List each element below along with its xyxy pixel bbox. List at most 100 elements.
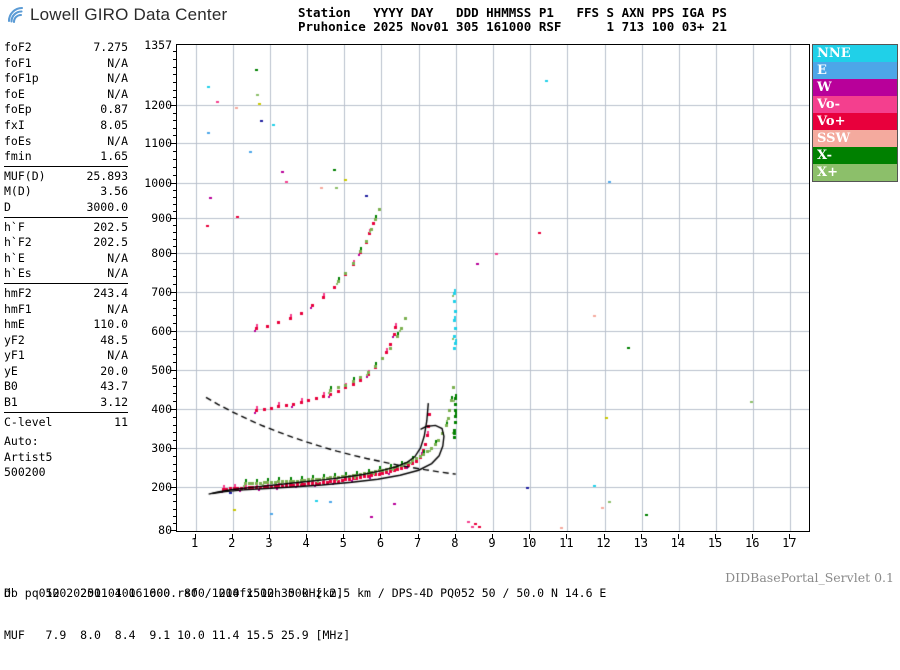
x-axis-tick bbox=[380, 534, 382, 539]
param-value: 43.7 bbox=[100, 379, 128, 394]
param-group: h`F 202.5 h`F2 202.5 h`E N/A h`Es N/A bbox=[4, 220, 128, 284]
y-axis-tick-label: 700 bbox=[151, 285, 172, 299]
polarization-legend[interactable]: NNE E W Vo- Vo+ SSW X- X+ bbox=[812, 44, 898, 182]
x-axis-tick-label: 14 bbox=[670, 536, 686, 550]
legend-item-ssw[interactable]: SSW bbox=[813, 130, 897, 147]
x-axis-tick bbox=[306, 534, 308, 539]
param-row: hmE 110.0 bbox=[4, 317, 128, 333]
param-row: foF1p N/A bbox=[4, 71, 128, 87]
param-row: h`E N/A bbox=[4, 251, 128, 267]
y-axis-labels: 80 200 300 400 500 600 700 800 900 1000 1100 1200 13… bbox=[128, 38, 172, 537]
y-axis-tick bbox=[173, 479, 176, 481]
param-name: M(D) bbox=[4, 184, 32, 199]
param-name: yE bbox=[4, 363, 18, 378]
y-axis-tick-label: 300 bbox=[151, 441, 172, 455]
y-axis-tick-label: 80 bbox=[158, 523, 172, 537]
autoscaler-line: Artist5 bbox=[4, 449, 53, 464]
param-row: D 3000.0 bbox=[4, 200, 128, 216]
legend-item-nne[interactable]: NNE bbox=[813, 45, 897, 62]
x-axis-tick-label: 10 bbox=[521, 536, 537, 550]
param-row: foEs N/A bbox=[4, 134, 128, 150]
param-row: hmF1 N/A bbox=[4, 302, 128, 318]
y-axis-tick bbox=[173, 276, 176, 278]
y-axis-tick bbox=[173, 299, 176, 301]
y-axis-tick bbox=[170, 331, 176, 332]
y-axis-tick bbox=[173, 424, 176, 426]
y-axis-tick-label: 400 bbox=[151, 402, 172, 416]
y-axis-tick bbox=[173, 74, 176, 76]
legend-item-vo[interactable]: Vo+ bbox=[813, 113, 897, 130]
y-axis-tick bbox=[173, 508, 176, 510]
y-axis-tick bbox=[173, 232, 176, 233]
y-axis-tick bbox=[173, 362, 176, 364]
param-value: 48.5 bbox=[100, 332, 128, 347]
y-axis-tick bbox=[170, 253, 176, 254]
param-name: yF2 bbox=[4, 332, 25, 347]
muf-d-row: D 100 200 400 600 800 1000 1500 3000 [km… bbox=[4, 586, 344, 600]
x-axis-tick-label: 12 bbox=[596, 536, 611, 550]
legend-item-vo[interactable]: Vo- bbox=[813, 96, 897, 113]
y-axis-tick bbox=[170, 143, 176, 144]
y-axis-tick-label: 1357 bbox=[144, 38, 172, 52]
param-name: h`Es bbox=[4, 266, 32, 281]
param-row: foF1 N/A bbox=[4, 56, 128, 72]
param-row: hmF2 243.4 bbox=[4, 286, 128, 302]
y-axis-tick bbox=[173, 346, 176, 348]
param-row: h`F2 202.5 bbox=[4, 235, 128, 251]
param-value: 20.0 bbox=[100, 363, 128, 378]
param-name: foEp bbox=[4, 102, 32, 117]
y-axis-tick bbox=[170, 292, 176, 293]
y-axis-tick-label: 200 bbox=[151, 480, 172, 494]
y-axis-tick bbox=[173, 440, 176, 442]
param-value: N/A bbox=[107, 55, 128, 70]
param-name: hmF1 bbox=[4, 301, 32, 316]
param-row: C-level 11 bbox=[4, 415, 128, 431]
y-axis-tick bbox=[173, 401, 176, 403]
y-axis-tick-label: 500 bbox=[151, 363, 172, 377]
ionogram-plot[interactable] bbox=[176, 44, 810, 532]
param-name: foF2 bbox=[4, 40, 32, 54]
y-axis-tick bbox=[173, 59, 176, 61]
param-group: hmF2 243.4 hmF1 N/A hmE 110.0 yF2 48.5 yF1 N/A yE 2… bbox=[4, 286, 128, 413]
x-axis-tick-label: 13 bbox=[633, 536, 648, 550]
param-row: yE 20.0 bbox=[4, 364, 128, 380]
param-row: yF2 48.5 bbox=[4, 333, 128, 349]
param-name: hmE bbox=[4, 317, 25, 332]
param-value: N/A bbox=[107, 133, 128, 148]
legend-item-w[interactable]: W bbox=[813, 79, 897, 96]
param-value: N/A bbox=[107, 301, 128, 316]
legend-item-x[interactable]: X- bbox=[813, 147, 897, 164]
x-axis-tick bbox=[789, 534, 791, 539]
y-axis-tick bbox=[173, 97, 176, 99]
db-source-line: db pq052 20251101 161000.rsf / 214fx512h… bbox=[4, 586, 607, 600]
y-axis-tick bbox=[173, 432, 176, 434]
ionogram-page: Lowell GIRO Data Center Station YYYY DAY… bbox=[4, 5, 898, 642]
legend-item-x[interactable]: X+ bbox=[813, 164, 897, 181]
y-axis-tick bbox=[173, 393, 176, 395]
param-row: MUF(D) 25.893 bbox=[4, 169, 128, 185]
y-axis-ticks bbox=[170, 44, 176, 532]
x-axis-labels: 1 2 3 4 5 6 7 8 9 10 11 12 13 14 15 16 17 bbox=[176, 534, 810, 554]
parameter-table: foF2 7.275 foF1 N/A foF1p N/A foE N/A foEp 0.87 fx… bbox=[4, 40, 128, 481]
station-header-columns: Station YYYY DAY DDD HHMMSS P1 FFS S AXN… bbox=[298, 5, 727, 20]
param-name: D bbox=[4, 199, 11, 214]
param-row: fxI 8.05 bbox=[4, 118, 128, 134]
y-axis-tick bbox=[173, 385, 176, 387]
x-axis-tick bbox=[492, 534, 493, 539]
y-axis-tick bbox=[173, 225, 176, 226]
param-row: B0 43.7 bbox=[4, 379, 128, 395]
param-group: MUF(D) 25.893 M(D) 3.56 D 3000.0 bbox=[4, 169, 128, 218]
y-axis-tick bbox=[170, 448, 176, 449]
x-axis-tick bbox=[231, 534, 233, 539]
param-row: foE N/A bbox=[4, 87, 128, 103]
param-row: foF2 7.275 bbox=[4, 40, 128, 56]
param-row: yF1 N/A bbox=[4, 348, 128, 364]
legend-item-e[interactable]: E bbox=[813, 62, 897, 79]
x-axis-tick-label: 5 bbox=[339, 536, 347, 550]
x-axis-tick-label: 1 bbox=[190, 536, 199, 550]
y-axis-tick bbox=[173, 190, 176, 191]
param-name: MUF(D) bbox=[4, 168, 46, 183]
param-value: 7.275 bbox=[93, 40, 128, 54]
x-axis-tick-label: 17 bbox=[782, 536, 797, 550]
x-axis-tick-label: 9 bbox=[488, 536, 496, 550]
